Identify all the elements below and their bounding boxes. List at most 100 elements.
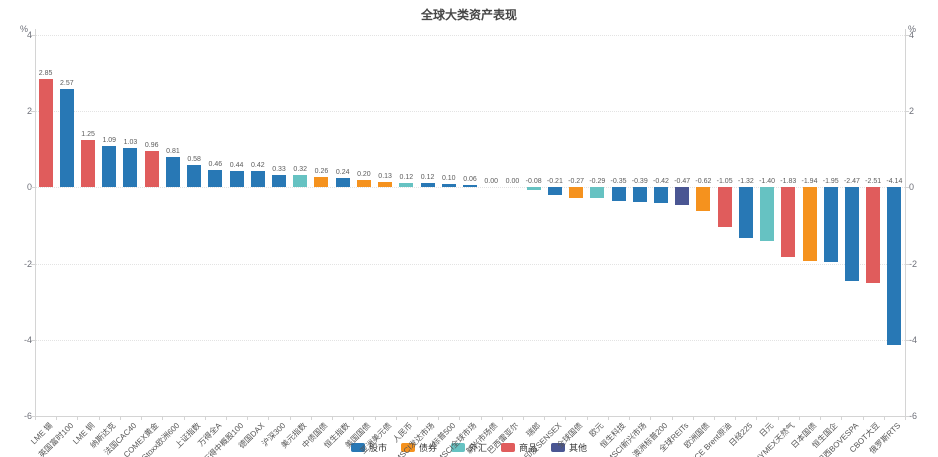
legend-item-commodities[interactable]: 商品 <box>501 441 537 454</box>
chart-bar[interactable] <box>293 175 308 188</box>
bar-value-label: -0.62 <box>695 178 712 186</box>
chart-title: 全球大类资产表现 <box>420 8 517 22</box>
chart-bar[interactable] <box>59 89 74 188</box>
chart-bar[interactable] <box>123 148 138 188</box>
chart-bar[interactable] <box>102 145 117 188</box>
legend-swatch-bonds <box>400 443 415 452</box>
gridline <box>35 35 905 36</box>
y-tick-label-left: -2 <box>23 258 32 269</box>
chart-bar[interactable] <box>887 187 902 346</box>
legend-label-bonds: 债券 <box>418 443 437 453</box>
bar-value-label: -0.27 <box>568 178 585 186</box>
chart-bar[interactable] <box>399 182 414 188</box>
bar-value-label: -0.47 <box>674 178 691 186</box>
bar-value-label: 0.00 <box>505 178 520 186</box>
chart-bar[interactable] <box>378 182 393 188</box>
x-axis-tick <box>310 416 312 420</box>
chart-bar[interactable] <box>250 171 265 188</box>
chart-bar[interactable] <box>272 174 287 188</box>
x-axis-tick <box>98 416 100 420</box>
chart-bar[interactable] <box>696 187 711 211</box>
bar-value-label: 0.96 <box>144 141 159 149</box>
chart-bar[interactable] <box>81 139 96 188</box>
legend-item-fx[interactable]: 外汇 <box>450 441 487 454</box>
x-axis-tick <box>353 416 355 420</box>
x-axis-tick <box>183 416 185 420</box>
chart-bar[interactable] <box>208 169 223 188</box>
legend-label-commodities: 商品 <box>519 443 538 453</box>
chart-bar[interactable] <box>314 177 329 188</box>
y-axis-tick <box>31 339 35 341</box>
chart-bar[interactable] <box>569 187 584 198</box>
chart-bar[interactable] <box>823 187 838 262</box>
bar-value-label: 0.10 <box>441 174 456 182</box>
chart-bar[interactable] <box>717 187 732 228</box>
x-axis-tick <box>438 416 440 420</box>
chart-bar[interactable] <box>144 150 159 188</box>
x-axis-tick <box>162 416 164 420</box>
chart-bar[interactable] <box>844 187 859 282</box>
chart-bar[interactable] <box>781 187 796 258</box>
chart-bar[interactable] <box>547 187 562 196</box>
x-axis-tick <box>56 416 58 420</box>
x-axis-tick <box>756 416 758 420</box>
chart-bar[interactable] <box>441 183 456 188</box>
chart-bar[interactable] <box>675 187 690 206</box>
chart-bar[interactable] <box>165 156 180 188</box>
legend-swatch-other <box>551 443 566 452</box>
legend-item-stocks[interactable]: 股市 <box>350 441 387 454</box>
x-axis-tick <box>480 416 482 420</box>
x-axis-tick <box>268 416 270 420</box>
chart-bar[interactable] <box>463 185 477 188</box>
x-axis-tick <box>565 416 567 420</box>
x-axis-tick <box>119 416 121 420</box>
gridline <box>35 339 905 341</box>
y-tick-label-left: 0 <box>26 182 32 193</box>
legend-item-bonds[interactable]: 债券 <box>400 441 437 454</box>
bar-value-label: -1.05 <box>716 178 733 186</box>
chart-bar[interactable] <box>38 78 53 188</box>
chart-bar[interactable] <box>866 187 881 284</box>
chart-bar[interactable] <box>420 182 435 188</box>
bar-value-label: 0.12 <box>420 173 435 181</box>
chart-bar[interactable] <box>653 187 668 204</box>
bar-value-label: 0.06 <box>463 176 477 184</box>
y-tick-label-right: -6 <box>909 411 918 421</box>
legend-label-fx: 外汇 <box>468 443 487 453</box>
bar-value-label: 0.58 <box>187 156 201 164</box>
legend-swatch-stocks <box>350 443 365 452</box>
chart-bar[interactable] <box>738 187 753 238</box>
chart-bar[interactable] <box>760 187 775 241</box>
x-axis-tick <box>798 416 800 420</box>
chart-bar[interactable] <box>526 187 541 191</box>
x-axis-tick <box>735 416 737 420</box>
bar-value-label: 1.25 <box>81 130 95 138</box>
bar-value-label: -0.08 <box>525 178 542 186</box>
chart-bar[interactable] <box>611 187 626 201</box>
chart-bar[interactable] <box>356 179 371 188</box>
bar-value-label: -4.14 <box>886 178 903 186</box>
chart-bar[interactable] <box>590 187 605 199</box>
x-axis-tick <box>714 416 716 420</box>
legend: 股市 债券 外汇 商品 其他 <box>0 441 938 454</box>
chart-bar[interactable] <box>632 187 647 203</box>
bar-value-label: 0.81 <box>166 147 180 155</box>
bar-value-label: 0.44 <box>229 161 244 169</box>
bar-value-label: 0.46 <box>208 160 223 168</box>
chart-bar[interactable] <box>229 170 244 188</box>
legend-item-other[interactable]: 其他 <box>551 441 587 454</box>
y-axis-left <box>35 29 36 416</box>
bar-value-label: -1.83 <box>780 178 797 186</box>
x-axis-tick <box>332 416 334 420</box>
chart-bar[interactable] <box>802 187 817 262</box>
bar-value-label: -0.29 <box>589 178 606 186</box>
x-axis-tick <box>862 416 864 420</box>
x-axis-tick <box>544 416 546 420</box>
x-axis-tick <box>459 416 461 420</box>
x-axis-tick <box>905 416 906 420</box>
chart-bar[interactable] <box>335 178 350 188</box>
chart-bar[interactable] <box>187 165 202 188</box>
y-axis-tick <box>905 111 909 113</box>
gridline <box>35 263 905 265</box>
